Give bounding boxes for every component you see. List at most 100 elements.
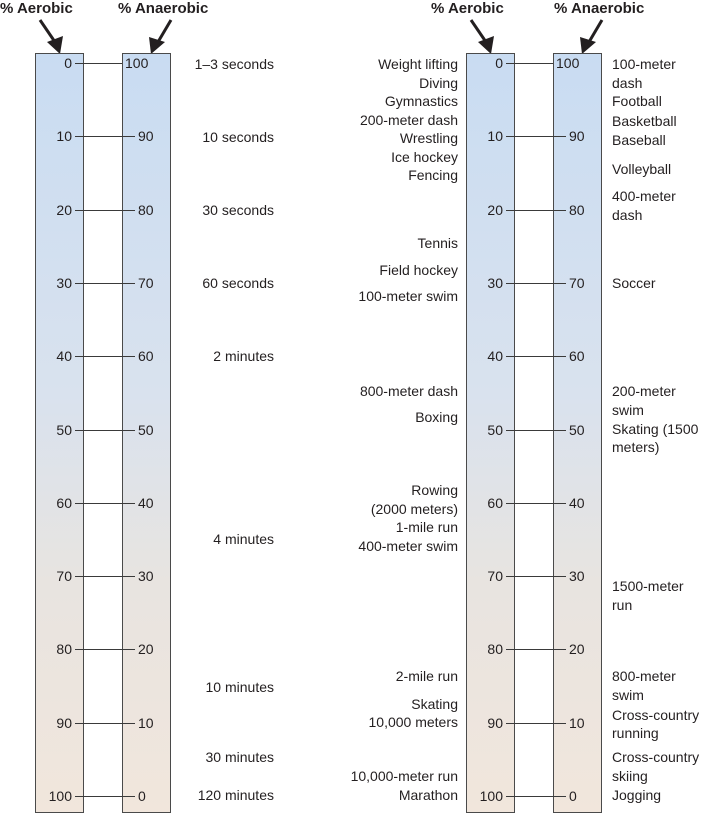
sport-label: Field hockey (379, 262, 458, 278)
aerobic-tick: 70 (56, 568, 72, 585)
arrow-down-icon (469, 19, 494, 54)
sport-label: Fencing (408, 167, 458, 183)
connector-line (506, 356, 566, 357)
aerobic-header-right: % Aerobic (431, 0, 504, 17)
anaerobic-tick: 60 (138, 348, 154, 365)
sport-label: 800-meter dash (359, 383, 458, 399)
connector-line (75, 723, 135, 724)
sport-label: Jogging (612, 787, 662, 803)
anaerobic-tick: 80 (569, 201, 585, 218)
aerobic-tick: 50 (56, 421, 72, 438)
anaerobic-tick: 100 (556, 55, 580, 71)
connector-line (75, 503, 135, 504)
anaerobic-tick: 20 (138, 641, 154, 658)
sport-label: 200-meter dash (359, 111, 458, 128)
sport-label: Volleyball (612, 161, 672, 177)
sport-label: (2000 meters) (370, 501, 458, 517)
anaerobic-tick: 60 (569, 348, 585, 365)
sport-label: 1-mile run (395, 519, 458, 535)
anaerobic-tick: 30 (569, 568, 585, 585)
arrow-down-icon (38, 19, 63, 54)
sport-label: run (612, 597, 633, 613)
sport-label: Diving (419, 74, 458, 91)
duration-label: 10 seconds (202, 129, 274, 145)
sport-label: dash (612, 74, 643, 91)
aerobic-tick: 80 (487, 641, 503, 658)
sport-label: 2-mile run (395, 668, 458, 684)
connector-line (506, 63, 553, 64)
connector-line (506, 283, 566, 284)
connector-line (75, 136, 135, 137)
anaerobic-tick: 10 (138, 714, 154, 731)
sport-label: Cross-country (612, 749, 700, 765)
aerobic-tick: 90 (487, 714, 503, 731)
anaerobic-tick: 70 (569, 274, 585, 291)
anaerobic-tick: 50 (569, 421, 585, 438)
connector-line (75, 430, 135, 431)
anaerobic-tick: 90 (569, 128, 585, 145)
aerobic-tick: 80 (56, 641, 72, 658)
connector-line (506, 576, 566, 577)
sport-label: Ice hockey (391, 148, 458, 165)
connector-line (506, 503, 566, 504)
aerobic-tick: 40 (56, 348, 72, 365)
connector-line (75, 210, 135, 211)
sport-label: 10,000-meter run (350, 768, 458, 784)
sport-label: Tennis (417, 235, 458, 251)
connector-line (506, 723, 566, 724)
connector-line (506, 210, 566, 211)
anaerobic-tick: 80 (138, 201, 154, 218)
sport-label: Wrestling (399, 130, 458, 146)
sport-label: Gymnastics (384, 93, 458, 109)
sport-label: 1500-meter (612, 578, 684, 594)
sport-label: 400-meter swim (358, 538, 458, 554)
aerobic-tick: 60 (487, 494, 503, 511)
sport-label: Skating (411, 696, 458, 712)
connector-line (75, 63, 122, 64)
connector-line (506, 796, 566, 797)
connector-line (506, 430, 566, 431)
connector-line (75, 576, 135, 577)
aerobic-bar-left (35, 53, 84, 813)
connector-line (75, 649, 135, 650)
sport-label: Marathon (398, 787, 458, 803)
sport-label: Boxing (415, 409, 458, 425)
anaerobic-tick: 10 (569, 714, 585, 731)
sport-label: 100-meter (612, 56, 676, 72)
anaerobic-bar-right (553, 53, 602, 813)
sport-label: dash (612, 207, 643, 223)
sport-label: meters) (612, 439, 660, 455)
aerobic-tick: 0 (64, 55, 72, 71)
connector-line (75, 796, 135, 797)
anaerobic-tick: 40 (138, 494, 154, 511)
duration-label: 60 seconds (202, 275, 274, 291)
connector-line (506, 136, 566, 137)
aerobic-tick: 30 (487, 274, 503, 291)
anaerobic-bar-left (122, 53, 171, 813)
sport-label: 200-meter (612, 383, 676, 399)
connector-line (75, 356, 135, 357)
aerobic-tick: 20 (487, 201, 503, 218)
anaerobic-tick: 30 (138, 568, 154, 585)
anaerobic-tick: 50 (138, 421, 154, 438)
aerobic-header-left: % Aerobic (0, 0, 73, 17)
aerobic-tick: 10 (56, 128, 72, 145)
anaerobic-tick: 90 (138, 128, 154, 145)
anaerobic-tick: 40 (569, 494, 585, 511)
duration-label: 4 minutes (213, 531, 274, 547)
sport-label: Cross-country (612, 707, 700, 723)
sport-label: Baseball (612, 132, 666, 148)
aerobic-tick: 70 (487, 568, 503, 585)
duration-label: 1–3 seconds (194, 56, 274, 72)
sport-label: 100-meter swim (358, 288, 458, 304)
aerobic-tick: 10 (487, 128, 503, 145)
sport-label: swim (612, 402, 644, 418)
aerobic-tick: 30 (56, 274, 72, 291)
connector-line (506, 649, 566, 650)
aerobic-tick: 0 (495, 55, 503, 71)
sport-label: 10,000 meters (368, 714, 459, 730)
anaerobic-header-left: % Anaerobic (118, 0, 209, 17)
duration-label: 30 seconds (202, 202, 274, 218)
aerobic-tick: 40 (487, 348, 503, 365)
aerobic-tick: 100 (48, 788, 72, 804)
